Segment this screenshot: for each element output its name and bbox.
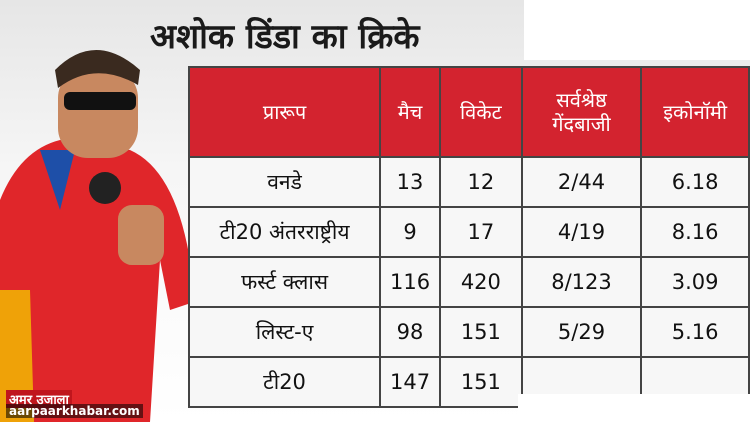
header-cell: इकोनॉमी [640,66,750,158]
table-cell: 9 [379,206,441,258]
header-cell: विकेट [439,66,523,158]
table-cell: 5.16 [640,306,750,358]
table-cell: 8/123 [520,256,643,308]
table-cell: 98 [379,306,441,358]
cover [518,394,750,422]
header-cell: सर्वश्रेष्ठ गेंदबाजी [520,66,643,158]
table-cell: 13 [379,156,441,208]
table-cell: 2/44 [520,156,643,208]
player-illustration [0,50,200,422]
table-cell: 3.09 [640,256,750,308]
table-row: टी20 अंतरराष्ट्रीय 9 17 4/19 8.16 [187,206,750,258]
table-cell: टी20 [187,356,382,408]
table-cell: फर्स्ट क्लास [187,256,382,308]
table-cell: लिस्ट-ए [187,306,382,358]
table-cell: 5/29 [520,306,643,358]
header-cell: प्रारूप [187,66,382,158]
table-cell: 4/19 [520,206,643,258]
table-cell: वनडे [187,156,382,208]
table-cell: टी20 अंतरराष्ट्रीय [187,206,382,258]
stats-table: प्रारूप मैच विकेट सर्वश्रेष्ठ गेंदबाजी इकोनॉ… [187,66,750,408]
table-cell: 12 [439,156,523,208]
table-cell: 8.16 [640,206,750,258]
title: अशोक डिंडा का क्रिके [150,17,420,57]
table-cell: 116 [379,256,441,308]
table-row: वनडे 13 12 2/44 6.18 [187,156,750,208]
header-cell: मैच [379,66,441,158]
table-body: वनडे 13 12 2/44 6.18 टी20 अंतरराष्ट्रीय 9 17 4/1… [187,156,750,408]
table-cell: 151 [439,306,523,358]
table-row: लिस्ट-ए 98 151 5/29 5.16 [187,306,750,358]
header-row: प्रारूप मैच विकेट सर्वश्रेष्ठ गेंदबाजी इकोनॉ… [187,66,750,158]
table-cell: 151 [439,356,523,408]
cover [524,0,750,60]
table-cell: 17 [439,206,523,258]
table-cell: 420 [439,256,523,308]
table-cell: 6.18 [640,156,750,208]
watermark: aarpaarkhabar.com [6,404,143,418]
table-cell: 147 [379,356,441,408]
table-row: फर्स्ट क्लास 116 420 8/123 3.09 [187,256,750,308]
